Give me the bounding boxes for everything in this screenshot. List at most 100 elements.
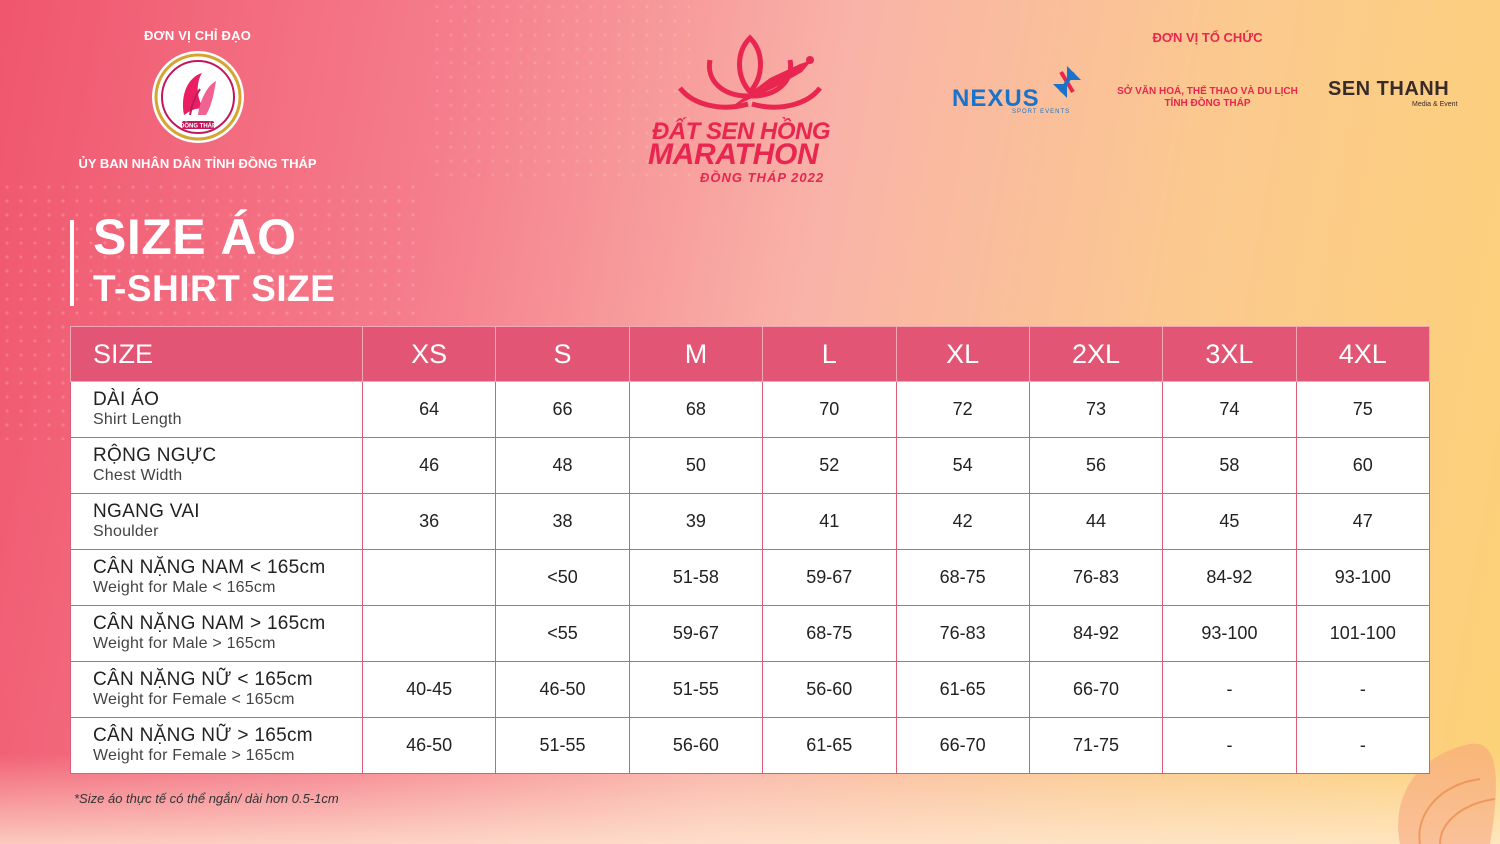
table-cell: 64 bbox=[361, 381, 497, 438]
table-cell: 46 bbox=[361, 437, 497, 494]
measurement-label-en: Shoulder bbox=[93, 522, 159, 540]
table-cell: 68-75 bbox=[895, 549, 1030, 606]
table-cell: 71-75 bbox=[1028, 717, 1164, 774]
header-size-l: L bbox=[762, 326, 897, 382]
header-size-xl: XL bbox=[895, 326, 1030, 382]
department-name: SỞ VĂN HOÁ, THỂ THAO VÀ DU LỊCH TỈNH ĐỒN… bbox=[1100, 86, 1315, 110]
table-cell: 60 bbox=[1295, 437, 1431, 494]
table-cell: 51-55 bbox=[495, 717, 630, 774]
header-size-3xl: 3XL bbox=[1162, 326, 1297, 382]
measurement-label: RỘNG NGỰC Chest Width bbox=[70, 437, 363, 494]
header-size-4xl: 4XL bbox=[1295, 326, 1431, 382]
table-row: CÂN NẶNG NAM < 165cm Weight for Male < 16… bbox=[70, 549, 1431, 606]
table-cell: 84-92 bbox=[1162, 549, 1297, 606]
table-cell: 68-75 bbox=[762, 605, 897, 662]
event-logo-line3: ĐỒNG THÁP 2022 bbox=[700, 170, 825, 185]
table-cell: 40-45 bbox=[361, 661, 497, 718]
header-size-2xl: 2XL bbox=[1028, 326, 1164, 382]
table-cell: 59-67 bbox=[628, 605, 764, 662]
department-line2: TỈNH ĐỒNG THÁP bbox=[1164, 98, 1251, 109]
table-cell: 73 bbox=[1028, 381, 1164, 438]
table-cell: 66-70 bbox=[1028, 661, 1164, 718]
title-vietnamese: SIZE ÁO bbox=[93, 209, 297, 265]
measurement-label: NGANG VAI Shoulder bbox=[70, 493, 363, 550]
measurement-label-vi: DÀI ÁO bbox=[93, 388, 160, 410]
table-cell: 72 bbox=[895, 381, 1030, 438]
table-cell: 47 bbox=[1295, 493, 1431, 550]
table-cell: 101-100 bbox=[1295, 605, 1431, 662]
senthanh-logo: SEN THANH Media & Event bbox=[1328, 74, 1468, 114]
table-row: RỘNG NGỰC Chest Width 46 48 50 52 54 56 58 60 bbox=[70, 437, 1431, 494]
size-header-row: SIZE XS S M L XL 2XL 3XL 4XL bbox=[70, 326, 1431, 382]
measurement-label: CÂN NẶNG NỮ > 165cm Weight for Female > 1… bbox=[70, 717, 363, 774]
table-cell: 84-92 bbox=[1028, 605, 1164, 662]
table-cell: 51-55 bbox=[628, 661, 764, 718]
table-cell bbox=[361, 605, 497, 662]
table-cell: - bbox=[1162, 717, 1297, 774]
table-cell: 93-100 bbox=[1162, 605, 1297, 662]
title-english: T-SHIRT SIZE bbox=[93, 268, 336, 309]
table-cell: 68 bbox=[628, 381, 764, 438]
table-row: CÂN NẶNG NỮ < 165cm Weight for Female < 1… bbox=[70, 661, 1431, 718]
table-cell: 48 bbox=[495, 437, 630, 494]
table-cell: 58 bbox=[1162, 437, 1297, 494]
table-cell: 46-50 bbox=[361, 717, 497, 774]
table-cell: - bbox=[1162, 661, 1297, 718]
header-size-label: SIZE bbox=[70, 326, 363, 382]
senthanh-sub: Media & Event bbox=[1412, 101, 1458, 108]
department-line1: SỞ VĂN HOÁ, THỂ THAO VÀ DU LỊCH bbox=[1117, 86, 1298, 97]
steering-caption: ĐƠN VỊ CHỈ ĐẠO bbox=[143, 28, 252, 43]
measurement-label-en: Weight for Female < 165cm bbox=[93, 690, 295, 708]
table-cell: 56-60 bbox=[628, 717, 764, 774]
event-logo: ĐẤT SEN HỒNG MARATHON ĐỒNG THÁP 2022 bbox=[640, 30, 865, 190]
table-cell: 76-83 bbox=[1028, 549, 1164, 606]
table-cell: 61-65 bbox=[895, 661, 1030, 718]
measurement-label: CÂN NẶNG NỮ < 165cm Weight for Female < 1… bbox=[70, 661, 363, 718]
measurement-label-vi: CÂN NẶNG NAM > 165cm bbox=[93, 612, 326, 634]
table-cell: 56 bbox=[1028, 437, 1164, 494]
header-size-s: S bbox=[495, 326, 630, 382]
table-row: NGANG VAI Shoulder 36 38 39 41 42 44 45 47 bbox=[70, 493, 1431, 550]
table-cell: <55 bbox=[495, 605, 630, 662]
nexus-name: NEXUS bbox=[952, 85, 1040, 112]
table-cell: 42 bbox=[895, 493, 1030, 550]
table-cell: 44 bbox=[1028, 493, 1164, 550]
measurement-label-en: Weight for Male > 165cm bbox=[93, 634, 276, 652]
table-cell: 39 bbox=[628, 493, 764, 550]
nexus-mark-icon bbox=[1053, 66, 1081, 98]
table-cell: 38 bbox=[495, 493, 630, 550]
table-cell: 52 bbox=[762, 437, 897, 494]
nexus-logo: NEXUS SPORT EVENTS bbox=[952, 62, 1092, 118]
table-cell: 41 bbox=[762, 493, 897, 550]
table-cell: 56-60 bbox=[762, 661, 897, 718]
table-cell: 51-58 bbox=[628, 549, 764, 606]
table-cell: 66 bbox=[495, 381, 630, 438]
organizer-caption: ĐƠN VỊ TỔ CHỨC bbox=[1152, 30, 1263, 45]
measurement-label: DÀI ÁO Shirt Length bbox=[70, 381, 363, 438]
measurement-label-vi: CÂN NẶNG NAM < 165cm bbox=[93, 556, 326, 578]
event-logo-line1: ĐẤT SEN HỒNG bbox=[652, 118, 831, 145]
size-table: SIZE XS S M L XL 2XL 3XL 4XL DÀI ÁO Shirt Length 6… bbox=[70, 326, 1431, 774]
table-cell: 74 bbox=[1162, 381, 1297, 438]
table-cell: 75 bbox=[1295, 381, 1431, 438]
table-row: DÀI ÁO Shirt Length 64 66 68 70 72 73 74 75 bbox=[70, 381, 1431, 438]
table-cell: 61-65 bbox=[762, 717, 897, 774]
table-cell: 66-70 bbox=[895, 717, 1030, 774]
table-cell: 76-83 bbox=[895, 605, 1030, 662]
steering-organization: ĐƠN VỊ CHỈ ĐẠO ĐỒNG THÁP ỦY BAN NHÂN DÂN… bbox=[60, 28, 335, 171]
table-cell: 46-50 bbox=[495, 661, 630, 718]
measurement-label: CÂN NẶNG NAM > 165cm Weight for Male > 16… bbox=[70, 605, 363, 662]
measurement-label-en: Chest Width bbox=[93, 466, 183, 484]
footnote: *Size áo thực tế có thể ngắn/ dài hơn 0.… bbox=[74, 791, 339, 806]
table-cell: <50 bbox=[495, 549, 630, 606]
measurement-label-en: Weight for Male < 165cm bbox=[93, 578, 276, 596]
table-row: CÂN NẶNG NỮ > 165cm Weight for Female > 1… bbox=[70, 717, 1431, 774]
header-size-m: M bbox=[628, 326, 764, 382]
steering-org-name: ỦY BAN NHÂN DÂN TỈNH ĐỒNG THÁP bbox=[78, 156, 317, 171]
header-size-xs: XS bbox=[361, 326, 497, 382]
nexus-sub: SPORT EVENTS bbox=[1012, 109, 1071, 115]
seal-text: ĐỒNG THÁP bbox=[180, 123, 216, 130]
event-logo-line2: MARATHON bbox=[648, 138, 819, 171]
measurement-label-en: Shirt Length bbox=[93, 410, 182, 428]
table-cell: 50 bbox=[628, 437, 764, 494]
